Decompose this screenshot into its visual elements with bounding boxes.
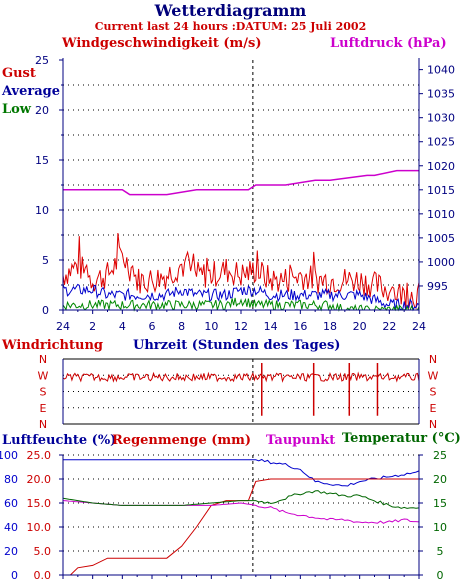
x-tick-label: 8 (178, 320, 185, 333)
x-tick-label: 20 (353, 320, 367, 333)
x-tick-label: 22 (382, 320, 396, 333)
y2-tick-label: 1015 (427, 184, 455, 197)
legend-gust: Gust (2, 66, 36, 81)
page-title: Wetterdiagramm (154, 1, 307, 20)
y2-tick-label: 1035 (427, 88, 455, 101)
temperature-tick-label: 20 (433, 473, 447, 486)
series-line-temperature (62, 490, 420, 509)
time-axis-title: Uhrzeit (Stunden des Tages) (133, 338, 341, 353)
x-tick-label: 2 (89, 320, 96, 333)
temperature-tick-label: 5 (437, 545, 444, 558)
temperature-tick-label: 25 (433, 449, 447, 462)
wind-speed-title: Windgeschwindigkeit (m/s) (62, 36, 262, 51)
humidity-tick-label: 0 (11, 569, 18, 582)
y2-tick-label: 1025 (427, 136, 455, 149)
x-tick-label: 24 (56, 320, 70, 333)
x-tick-label: 4 (119, 320, 126, 333)
temperature-title: Temperatur (°C) (342, 431, 461, 446)
rain-tick-label: 20.0 (27, 473, 52, 486)
rain-tick-label: 15.0 (27, 497, 52, 510)
x-tick-label: 16 (293, 320, 307, 333)
series-line-low (62, 297, 420, 312)
series-line-rain (63, 478, 419, 576)
y-tick-label: 10 (35, 204, 49, 217)
legend-average: Average (2, 84, 61, 99)
y-tick-label: 15 (35, 154, 49, 167)
direction-tick-label-right: S (430, 386, 437, 399)
x-tick-label: 18 (323, 320, 337, 333)
series-line-average (62, 283, 420, 312)
y2-tick-label: 1010 (427, 208, 455, 221)
humidity-tick-label: 60 (4, 497, 18, 510)
humidity-tick-label: 40 (4, 521, 18, 534)
x-tick-label: 10 (204, 320, 218, 333)
x-tick-label: 6 (149, 320, 156, 333)
page-subtitle: Current last 24 hours :DATUM: 25 Juli 20… (94, 20, 367, 33)
y-tick-label: 25 (35, 54, 49, 67)
y2-tick-label: 1005 (427, 232, 455, 245)
series-line-humidity (63, 458, 420, 487)
temperature-tick-label: 10 (433, 521, 447, 534)
humidity-tick-label: 80 (4, 473, 18, 486)
direction-tick-label-left: E (40, 402, 47, 415)
legend-low: Low (2, 102, 32, 117)
direction-tick-label-right: W (428, 369, 439, 382)
rain-tick-label: 0.0 (34, 569, 52, 582)
humidity-title: Luftfeuchte (%) (2, 433, 117, 448)
series-line-gust (62, 232, 420, 310)
humidity-tick-label: 100 (0, 449, 18, 462)
temperature-tick-label: 15 (433, 497, 447, 510)
y2-tick-label: 1000 (427, 256, 455, 269)
x-tick-label: 24 (412, 320, 426, 333)
y-tick-label: 0 (42, 304, 49, 317)
y2-tick-label: 995 (427, 280, 448, 293)
wind-direction-title: Windrichtung (2, 338, 104, 353)
direction-tick-label-left: S (40, 386, 47, 399)
direction-tick-label-left: N (39, 418, 47, 431)
temperature-tick-label: 0 (437, 569, 444, 582)
rain-tick-label: 10.0 (27, 521, 52, 534)
pressure-title: Luftdruck (hPa) (330, 36, 447, 51)
dewpoint-title: Taupunkt (266, 433, 336, 448)
series-line-dewpoint (62, 500, 420, 524)
series-line-pressure (63, 169, 419, 196)
direction-tick-label-left: N (39, 353, 47, 366)
rain-tick-label: 5.0 (34, 545, 52, 558)
y2-tick-label: 1040 (427, 64, 455, 77)
direction-tick-label-right: N (429, 353, 437, 366)
y-tick-label: 5 (42, 254, 49, 267)
rain-title: Regenmenge (mm) (112, 433, 252, 448)
series-line-wind-direction (62, 371, 420, 383)
y2-tick-label: 1020 (427, 160, 455, 173)
x-tick-label: 14 (264, 320, 278, 333)
rain-tick-label: 25.0 (27, 449, 52, 462)
direction-tick-label-left: W (38, 369, 49, 382)
y2-tick-label: 1030 (427, 112, 455, 125)
direction-tick-label-right: N (429, 418, 437, 431)
x-tick-label: 12 (234, 320, 248, 333)
direction-tick-label-right: E (430, 402, 437, 415)
humidity-tick-label: 20 (4, 545, 18, 558)
y-tick-label: 20 (35, 104, 49, 117)
